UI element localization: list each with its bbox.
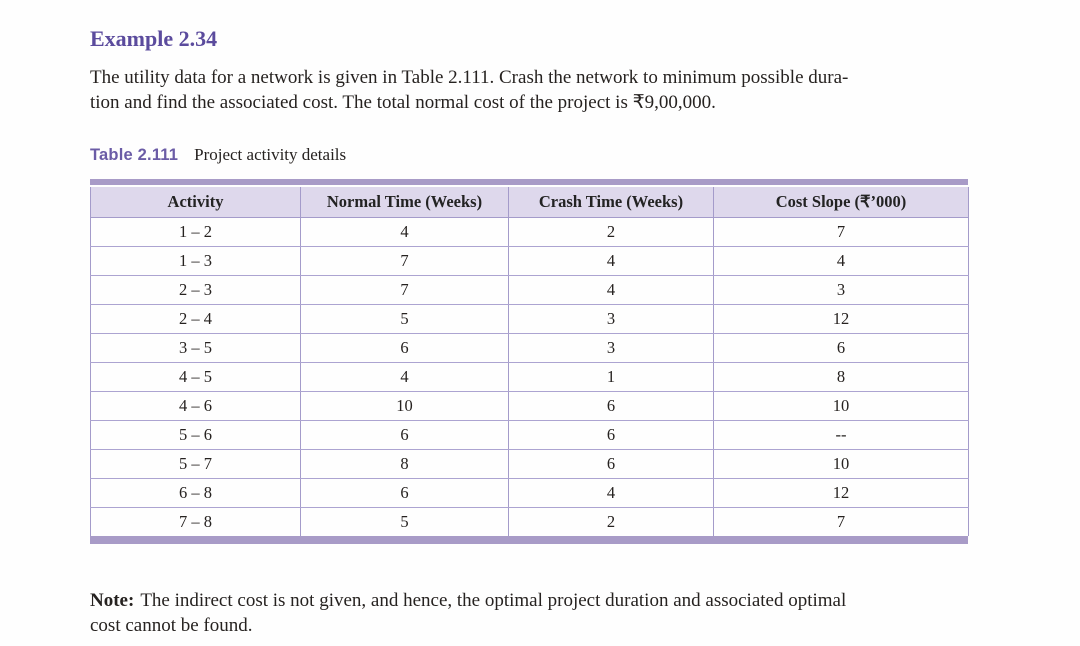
- table-label: Table 2.111: [90, 146, 179, 164]
- table-cell: 8: [713, 362, 969, 392]
- table-cell: 6 – 8: [90, 478, 301, 508]
- table-bottom-bar: [90, 536, 968, 544]
- table-cell: 6: [508, 449, 714, 479]
- header-row: Activity Normal Time (Weeks) Crash Time (W…: [90, 187, 969, 218]
- table-cell: 5 – 7: [90, 449, 301, 479]
- table-cell: 6: [508, 391, 714, 421]
- table-cell: 3: [508, 333, 714, 363]
- table-cell: 2: [508, 217, 714, 247]
- table-cell: 7: [300, 275, 509, 305]
- table-cell: 3 – 5: [90, 333, 301, 363]
- note-line-1: The indirect cost is not given, and henc…: [140, 590, 847, 611]
- table-cell: 12: [713, 304, 969, 334]
- table-cell: 1 – 2: [90, 217, 301, 247]
- note-line-2: cost cannot be found.: [90, 615, 253, 636]
- table-cell: 7: [713, 217, 969, 247]
- table-cell: 6: [300, 478, 509, 508]
- table-row: 2 – 4 5 3 12: [90, 304, 969, 334]
- table-cell: 4: [508, 246, 714, 276]
- table-cell: 7: [713, 507, 969, 536]
- table-cell: 1 – 3: [90, 246, 301, 276]
- table-cell: 5: [300, 507, 509, 536]
- table-cell: 4: [508, 478, 714, 508]
- table-cell: 12: [713, 478, 969, 508]
- problem-statement: The utility data for a network is given …: [90, 65, 975, 115]
- table-cell: 8: [300, 449, 509, 479]
- table-cell: 4: [300, 362, 509, 392]
- table-row: 4 – 6 10 6 10: [90, 391, 969, 421]
- problem-line-2: tion and find the associated cost. The t…: [90, 92, 716, 113]
- table-cell: 6: [300, 420, 509, 450]
- table-cell: 10: [713, 449, 969, 479]
- table-caption-line: Table 2.111 Project activity details: [90, 145, 1060, 165]
- table-cell: 5: [300, 304, 509, 334]
- column-header: Normal Time (Weeks): [300, 187, 509, 218]
- table-cell: 7: [300, 246, 509, 276]
- note-label: Note:: [90, 590, 135, 611]
- table-row: 6 – 8 6 4 12: [90, 478, 969, 508]
- table-cell: 10: [300, 391, 509, 421]
- table-cell: 3: [713, 275, 969, 305]
- problem-line-1: The utility data for a network is given …: [90, 67, 849, 88]
- column-header: Crash Time (Weeks): [508, 187, 714, 218]
- table-cell: 4 – 6: [90, 391, 301, 421]
- table-top-bar: [90, 179, 968, 185]
- example-title: Example 2.34: [90, 26, 218, 51]
- table-cell: 2 – 4: [90, 304, 301, 334]
- table-cell: 4: [300, 217, 509, 247]
- project-activity-table: Activity Normal Time (Weeks) Crash Time (W…: [90, 187, 969, 536]
- column-header: Cost Slope (₹’000): [713, 187, 969, 218]
- column-header: Activity: [90, 187, 301, 218]
- table-cell: 6: [508, 420, 714, 450]
- table-cell: 1: [508, 362, 714, 392]
- table-caption-text: Project activity details: [194, 145, 347, 164]
- table-cell: 4: [508, 275, 714, 305]
- table-row: 5 – 6 6 6 --: [90, 420, 969, 450]
- table-cell: 4: [713, 246, 969, 276]
- table-cell: 6: [300, 333, 509, 363]
- table-cell: 2 – 3: [90, 275, 301, 305]
- table-cell: 5 – 6: [90, 420, 301, 450]
- activity-table: Activity Normal Time (Weeks) Crash Time (W…: [90, 179, 969, 544]
- table-cell: 2: [508, 507, 714, 536]
- table-cell: --: [713, 420, 969, 450]
- note-paragraph: Note: The indirect cost is not given, and…: [90, 588, 980, 638]
- table-cell: 7 – 8: [179, 512, 212, 531]
- table-row: 5 – 7 8 6 10: [90, 449, 969, 479]
- table-cell: 6: [713, 333, 969, 363]
- table-cell: 3: [508, 304, 714, 334]
- table-cell: 4 – 5: [90, 362, 301, 392]
- table-cell: 10: [713, 391, 969, 421]
